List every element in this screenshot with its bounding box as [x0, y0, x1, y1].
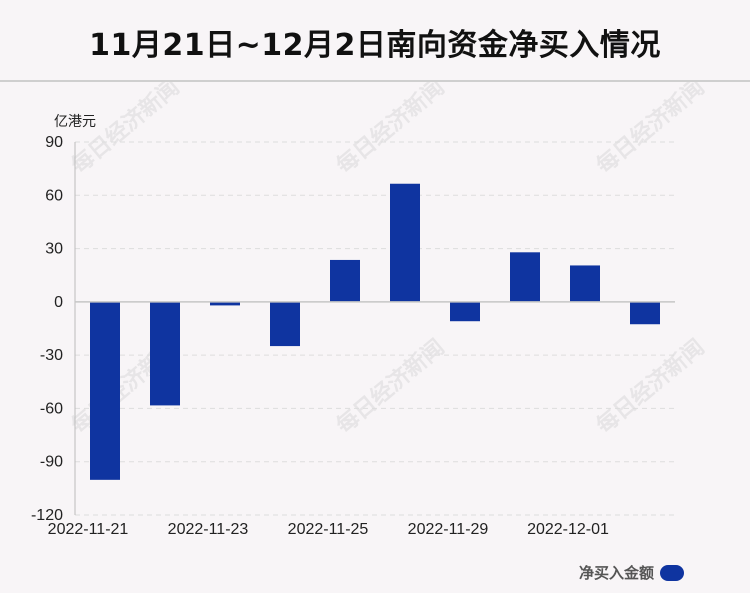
watermark-text: 每日经济新闻 — [592, 82, 710, 179]
x-tick-label: 2022-11-23 — [168, 521, 249, 538]
y-tick-label: 60 — [45, 187, 63, 204]
y-axis-label: 亿港元 — [54, 113, 96, 129]
y-tick-label: 0 — [54, 294, 63, 311]
y-tick-label: -90 — [40, 454, 63, 471]
bar — [390, 183, 420, 302]
bar — [90, 301, 120, 480]
bar — [630, 301, 660, 325]
x-tick-label: 2022-11-29 — [408, 521, 489, 538]
watermark-text: 每日经济新闻 — [332, 82, 450, 179]
bar — [510, 252, 540, 302]
bar — [150, 301, 180, 406]
legend-label: 净买入金额 — [578, 564, 654, 582]
chart-title: 11月21日~12月2日南向资金净买入情况 — [89, 28, 661, 63]
bar — [270, 301, 300, 347]
watermark-text: 每日经济新闻 — [592, 334, 710, 439]
y-tick-label: -120 — [31, 507, 63, 524]
legend-swatch — [660, 564, 684, 581]
watermark-text: 每日经济新闻 — [332, 334, 450, 439]
x-tick-label: 2022-11-25 — [288, 521, 369, 538]
legend: 净买入金额 — [579, 562, 684, 583]
bar — [330, 259, 360, 302]
bar — [570, 265, 600, 302]
header: 11月21日~12月2日南向资金净买入情况 — [0, 0, 750, 80]
y-tick-label: -60 — [40, 400, 63, 417]
bar — [210, 301, 240, 306]
title-divider — [0, 80, 750, 82]
watermark-text: 每日经济新闻 — [67, 82, 185, 179]
x-tick-label: 2022-12-01 — [527, 521, 609, 538]
y-tick-label: 90 — [45, 134, 63, 151]
x-tick-label: 2022-11-21 — [48, 521, 129, 538]
y-tick-label: 30 — [45, 241, 63, 258]
y-tick-label: -30 — [40, 347, 63, 364]
bar — [450, 301, 480, 322]
